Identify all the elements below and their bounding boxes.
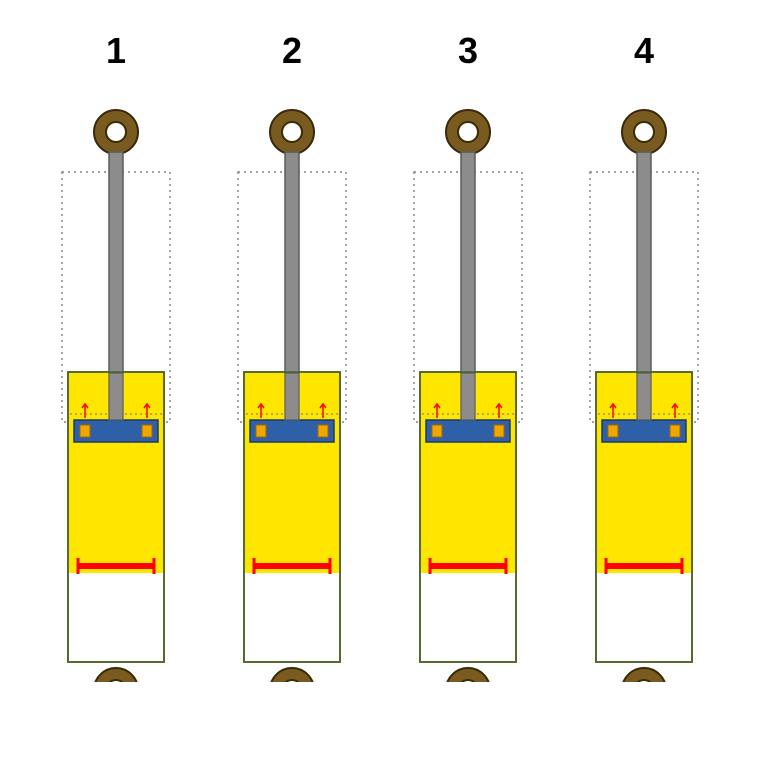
column-label: 3 xyxy=(458,30,478,72)
column-label: 1 xyxy=(106,30,126,72)
shock-absorber-diagram xyxy=(408,102,528,682)
shock-absorber-diagram xyxy=(584,102,704,682)
diagram-stage: 1 2 3 4 xyxy=(0,0,760,682)
shock-absorber-diagram xyxy=(232,102,352,682)
column-label: 2 xyxy=(282,30,302,72)
shock-absorber-column: 1 xyxy=(56,30,176,682)
shock-absorber-column: 3 xyxy=(408,30,528,682)
shock-absorber-diagram xyxy=(56,102,176,682)
column-label: 4 xyxy=(634,30,654,72)
shock-absorber-column: 2 xyxy=(232,30,352,682)
shock-absorber-column: 4 xyxy=(584,30,704,682)
